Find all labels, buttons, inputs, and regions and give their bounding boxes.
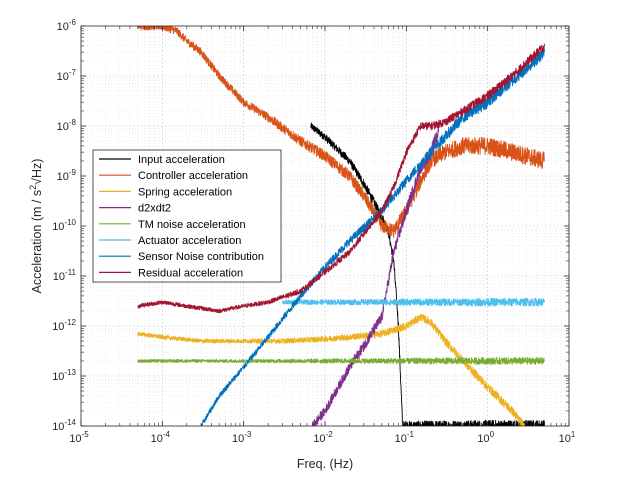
y-tick-label: 10-6 <box>57 18 77 33</box>
y-axis-label-suffix: √Hz) <box>30 159 44 185</box>
x-axis-label: Freq. (Hz) <box>297 457 353 471</box>
x-tick-label: 10-5 <box>69 430 89 445</box>
legend-label-d2xdt2: d2xdt2 <box>138 203 171 215</box>
legend-label-spring-acceleration: Spring acceleration <box>138 186 232 198</box>
y-tick-label: 10-10 <box>52 218 76 233</box>
x-tick-label: 10-4 <box>151 430 171 445</box>
legend-label-input-acceleration: Input acceleration <box>138 154 225 166</box>
y-tick-label: 10-14 <box>52 418 76 433</box>
y-tick-label: 10-8 <box>57 118 77 133</box>
y-axis-label-main: Acceleration (m / s <box>30 190 44 294</box>
legend: Input acceleration Controller acceleratio… <box>92 149 282 283</box>
x-tick-label: 100 <box>477 430 494 445</box>
series-line-actuator-acceleration <box>282 297 545 307</box>
series-line-tm-noise-acceleration <box>137 357 545 365</box>
legend-label-tm-noise-acceleration: TM noise acceleration <box>138 219 246 231</box>
series-line-residual-acceleration <box>137 43 545 314</box>
y-tick-label: 10-12 <box>52 318 76 333</box>
x-tick-label: 10-2 <box>313 430 333 445</box>
y-axis-label: Acceleration (m / s2√Hz) <box>28 159 44 294</box>
y-axis-label-superscript: 2 <box>28 185 38 190</box>
y-tick-label: 10-11 <box>53 268 77 283</box>
x-tick-label: 10-1 <box>395 430 415 445</box>
legend-label-residual-acceleration: Residual acceleration <box>138 267 243 279</box>
y-tick-label: 10-7 <box>57 68 77 83</box>
legend-box <box>92 149 282 283</box>
series-line-d2xdt2 <box>312 125 440 426</box>
tick-marks <box>80 25 570 427</box>
y-tick-label: 10-13 <box>52 368 76 383</box>
x-tick-labels: 10-5 10-4 10-3 10-2 10-1 100 101 <box>69 430 576 445</box>
y-tick-labels: 10-14 10-13 10-12 10-11 10-10 10-9 10-8 10-7 10-… <box>52 18 76 433</box>
series-line-controller-acceleration <box>137 26 545 238</box>
y-tick-label: 10-9 <box>57 168 77 183</box>
legend-label-controller-acceleration: Controller acceleration <box>138 170 248 182</box>
x-tick-label: 101 <box>559 430 576 445</box>
series-line-spring-acceleration <box>137 313 529 426</box>
legend-label-sensor-noise-contribution: Sensor Noise contribution <box>138 251 264 263</box>
legend-label-actuator-acceleration: Actuator acceleration <box>138 235 241 247</box>
x-tick-label: 10-3 <box>232 430 252 445</box>
